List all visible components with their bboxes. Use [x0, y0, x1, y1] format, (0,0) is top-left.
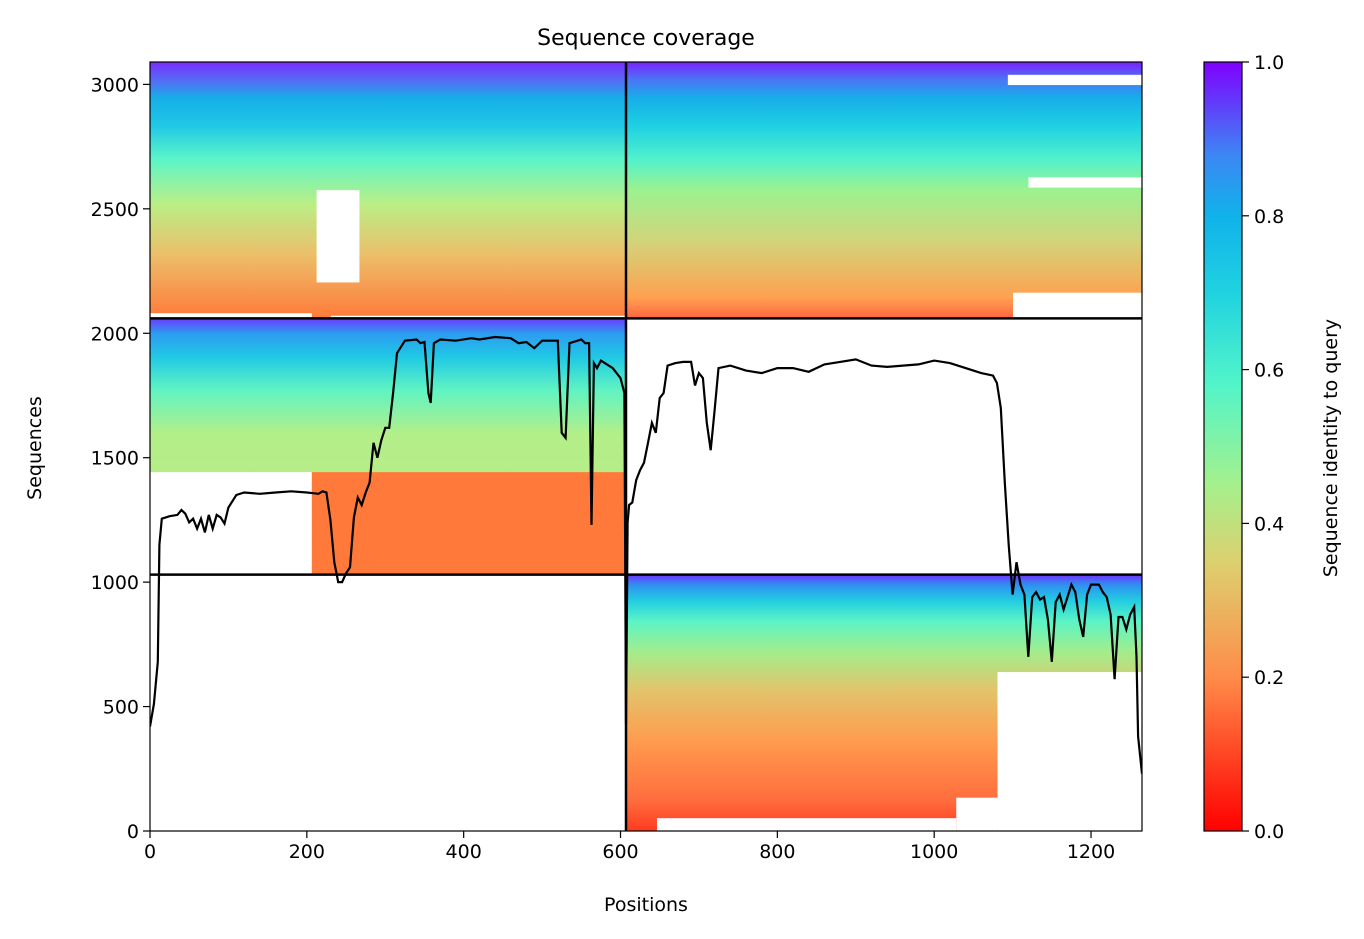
colorbar-label: Sequence identity to query — [1320, 319, 1342, 577]
coverage-gap — [1007, 74, 1142, 86]
colorbar-tick-label: 0.0 — [1254, 821, 1284, 843]
colorbar-gradient — [1203, 61, 1243, 832]
x-tick-label: 1200 — [1067, 841, 1115, 863]
y-axis-label: Sequences — [24, 396, 46, 500]
x-tick-label: 600 — [602, 841, 638, 863]
coverage-gap — [316, 190, 360, 283]
block-top-right-fill — [626, 62, 1142, 319]
colorbar-tick-label: 0.4 — [1254, 513, 1284, 535]
coverage-gap — [330, 315, 627, 319]
colorbar-tick-label: 0.6 — [1254, 360, 1284, 382]
plot-area — [149, 61, 1143, 832]
y-tick-label: 2500 — [91, 199, 139, 221]
block-top-right — [626, 62, 1142, 319]
colorbar-tick-label: 0.8 — [1254, 206, 1284, 228]
y-tick-label: 2000 — [91, 323, 139, 345]
colorbar-tick-label: 0.2 — [1254, 667, 1284, 689]
colorbar-ticks: 0.0 0.2 0.4 0.6 0.8 1.0 — [1242, 52, 1284, 843]
coverage-gap — [1013, 292, 1142, 319]
coverage-line — [150, 335, 1142, 774]
colorbar-tick-label: 1.0 — [1254, 52, 1284, 74]
coverage-gap — [956, 797, 998, 831]
chart-title: Sequence coverage — [537, 26, 755, 51]
y-tick-label: 0 — [127, 821, 139, 843]
block-top-left-fill — [150, 62, 627, 319]
block-top-left — [150, 62, 627, 319]
coverage-gap — [150, 313, 312, 319]
block-bottom-right — [626, 574, 1142, 831]
block-middle-left — [150, 318, 627, 575]
x-axis: 0 200 400 600 800 1000 1200 — [144, 831, 1115, 863]
x-tick-label: 400 — [446, 841, 482, 863]
x-axis-label: Positions — [604, 894, 688, 916]
y-tick-label: 500 — [103, 697, 139, 719]
low-identity-region — [311, 472, 627, 575]
x-tick-label: 1000 — [910, 841, 958, 863]
x-tick-label: 200 — [289, 841, 325, 863]
coverage-gap — [1028, 177, 1142, 188]
coverage-gap — [150, 472, 312, 575]
coverage-blocks — [150, 62, 1142, 831]
y-axis: 0 500 1000 1500 2000 2500 3000 — [91, 74, 150, 843]
coverage-gap — [656, 818, 957, 831]
y-tick-label: 1500 — [91, 448, 139, 470]
x-tick-label: 800 — [759, 841, 795, 863]
coverage-gap — [997, 672, 1142, 831]
x-tick-label: 0 — [144, 841, 156, 863]
y-tick-label: 3000 — [91, 74, 139, 96]
y-tick-label: 1000 — [91, 572, 139, 594]
colorbar: 0.0 0.2 0.4 0.6 0.8 1.0 Sequence identity to … — [1203, 52, 1342, 843]
plot-frame — [149, 61, 1143, 832]
